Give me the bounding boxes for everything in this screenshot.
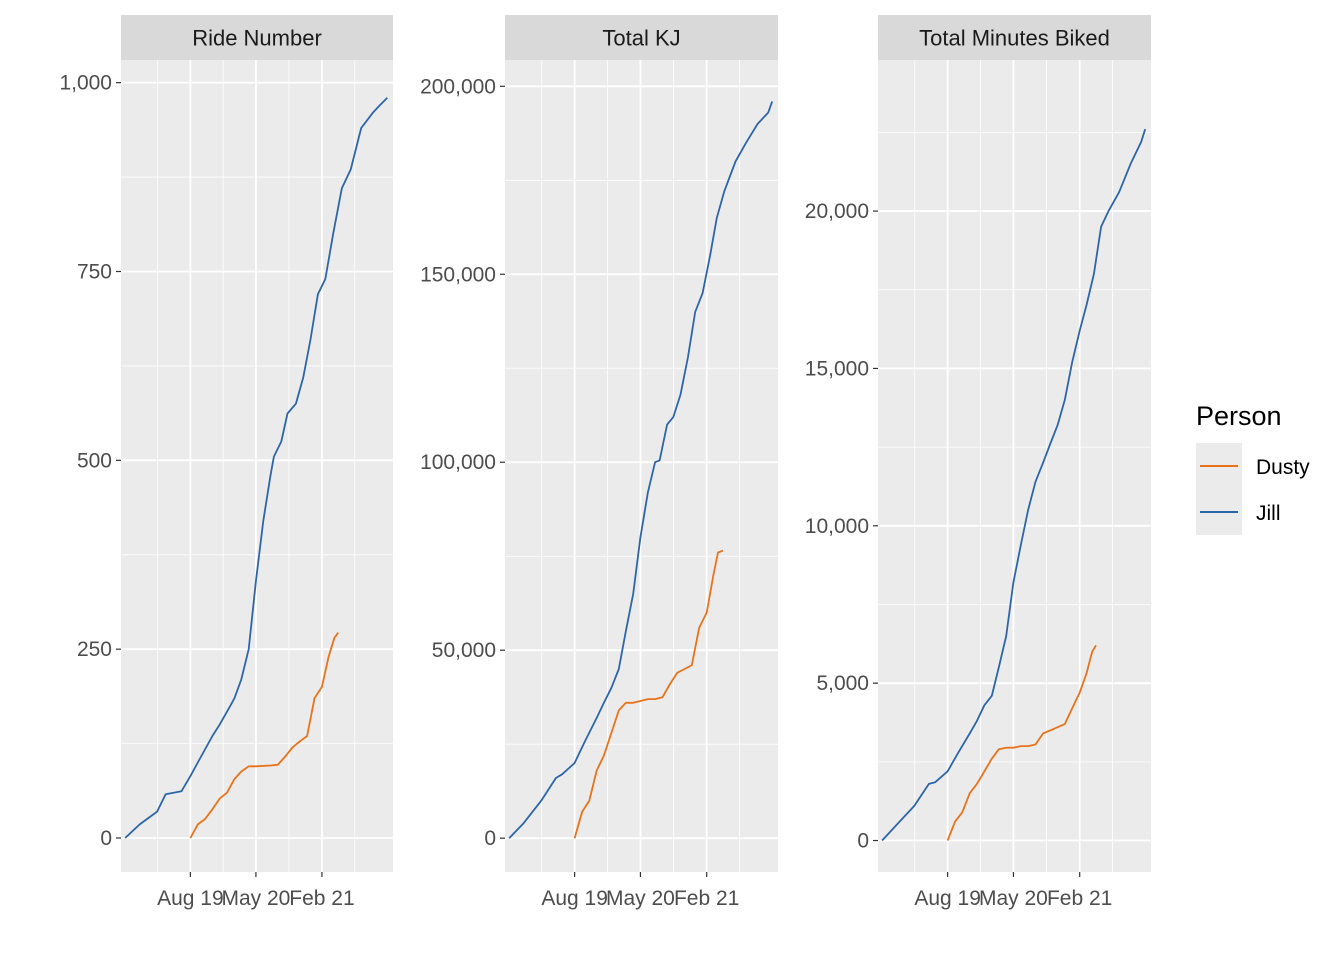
legend-label-dusty: Dusty xyxy=(1256,456,1310,479)
series-line-dusty xyxy=(573,549,724,839)
x-tick-label: Aug 19 xyxy=(914,887,981,910)
series-line-jill xyxy=(508,101,774,839)
y-tick-label: 20,000 xyxy=(805,200,869,223)
series-line-jill xyxy=(881,128,1147,842)
y-tick-label: 0 xyxy=(100,827,112,850)
facet-strip xyxy=(878,15,1151,60)
legend-key-background xyxy=(1196,443,1242,535)
plot-panel xyxy=(121,60,393,872)
x-tick-label: Feb 21 xyxy=(674,887,739,910)
y-tick-label: 150,000 xyxy=(420,263,496,286)
legend-label-jill: Jill xyxy=(1256,502,1281,525)
facet-panel: Total Minutes Biked 0 5,000 10,000 15,000 20,… xyxy=(805,15,1151,910)
x-tick-label: Feb 21 xyxy=(1047,887,1112,910)
y-tick-label: 500 xyxy=(77,449,112,472)
facet-strip-label: Ride Number xyxy=(192,26,322,51)
series-line-dusty xyxy=(189,632,339,839)
x-tick-label: Feb 21 xyxy=(289,887,354,910)
series-line-jill xyxy=(124,97,388,839)
y-tick-label: 200,000 xyxy=(420,75,496,98)
y-tick-label: 1,000 xyxy=(59,72,112,95)
legend: Person Dusty Jill xyxy=(1196,401,1310,535)
x-tick-label: May 20 xyxy=(606,887,675,910)
facet-strip-label: Total Minutes Biked xyxy=(919,26,1110,51)
y-tick-label: 0 xyxy=(857,830,869,853)
plot-panel xyxy=(878,60,1151,872)
y-tick-label: 750 xyxy=(77,260,112,283)
plot-panel xyxy=(505,60,778,872)
facet-panel: Total KJ 0 50,000 100,000 150,000 200,000 Aug … xyxy=(420,15,778,910)
y-tick-label: 10,000 xyxy=(805,515,869,538)
y-tick-label: 50,000 xyxy=(432,639,496,662)
series-line-dusty xyxy=(946,644,1097,841)
y-tick-label: 0 xyxy=(484,827,496,850)
x-tick-label: May 20 xyxy=(979,887,1048,910)
facet-strip xyxy=(505,15,778,60)
y-tick-label: 5,000 xyxy=(816,672,869,695)
y-tick-label: 15,000 xyxy=(805,357,869,380)
facet-strip xyxy=(121,15,393,60)
legend-title: Person xyxy=(1196,401,1282,431)
y-tick-label: 100,000 xyxy=(420,451,496,474)
facet-strip-label: Total KJ xyxy=(602,26,680,51)
x-tick-label: May 20 xyxy=(221,887,290,910)
x-tick-label: Aug 19 xyxy=(157,887,224,910)
x-tick-label: Aug 19 xyxy=(541,887,608,910)
y-tick-label: 250 xyxy=(77,638,112,661)
